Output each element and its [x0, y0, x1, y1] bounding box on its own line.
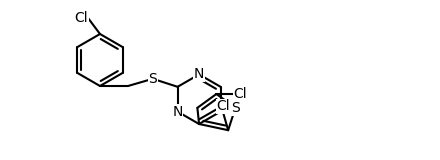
Text: S: S: [231, 101, 240, 115]
Text: N: N: [194, 67, 204, 81]
Text: N: N: [172, 105, 183, 119]
Text: Cl: Cl: [233, 87, 247, 101]
Text: S: S: [148, 72, 157, 86]
Text: Cl: Cl: [74, 11, 88, 25]
Text: Cl: Cl: [216, 99, 230, 113]
